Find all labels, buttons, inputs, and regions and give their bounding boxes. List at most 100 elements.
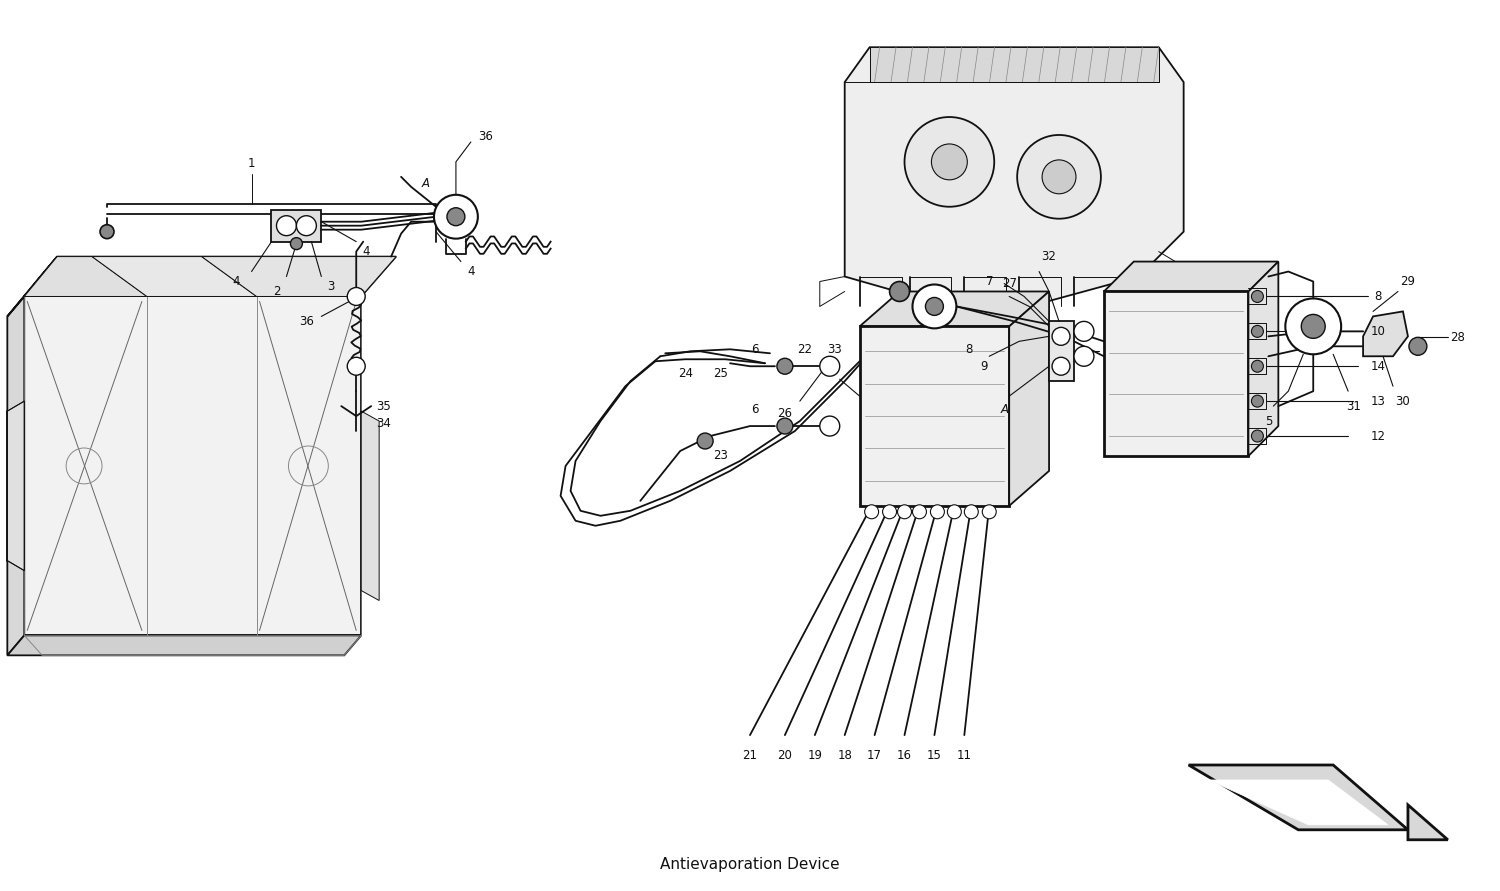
Text: 25: 25: [712, 367, 728, 380]
Text: 11: 11: [957, 748, 972, 762]
Circle shape: [291, 238, 303, 249]
Circle shape: [1251, 290, 1263, 302]
Text: 35: 35: [376, 400, 390, 413]
Text: A: A: [422, 177, 430, 191]
Polygon shape: [1188, 765, 1408, 830]
Circle shape: [1302, 315, 1324, 339]
Text: 20: 20: [777, 748, 792, 762]
Text: 6: 6: [752, 343, 759, 356]
Text: 5: 5: [1264, 414, 1272, 428]
Circle shape: [1286, 298, 1341, 355]
Circle shape: [297, 216, 316, 235]
Circle shape: [904, 117, 995, 207]
Circle shape: [1042, 159, 1076, 193]
Circle shape: [1074, 347, 1094, 366]
Circle shape: [276, 216, 297, 235]
Polygon shape: [859, 291, 1048, 326]
Circle shape: [1017, 135, 1101, 218]
Polygon shape: [1104, 262, 1278, 291]
Circle shape: [447, 208, 465, 225]
Polygon shape: [272, 209, 321, 241]
Text: 8: 8: [1374, 290, 1382, 303]
Text: 27: 27: [1002, 277, 1017, 290]
Polygon shape: [8, 635, 362, 656]
Polygon shape: [1364, 312, 1408, 356]
Circle shape: [890, 282, 909, 301]
Polygon shape: [1408, 805, 1448, 839]
Polygon shape: [870, 47, 1158, 82]
Text: 28: 28: [1450, 331, 1466, 344]
Circle shape: [1251, 325, 1263, 338]
Circle shape: [926, 298, 944, 315]
Polygon shape: [844, 47, 1184, 307]
Text: 23: 23: [712, 449, 728, 462]
Polygon shape: [201, 257, 396, 297]
Text: 3: 3: [327, 280, 334, 293]
Circle shape: [1408, 338, 1426, 356]
Polygon shape: [24, 257, 147, 297]
Text: 6: 6: [752, 403, 759, 415]
Circle shape: [982, 505, 996, 519]
Text: 30: 30: [1395, 395, 1410, 408]
Circle shape: [100, 225, 114, 239]
Text: 7: 7: [986, 275, 993, 288]
Text: 36: 36: [298, 315, 314, 328]
Text: 9: 9: [981, 360, 988, 372]
Text: 10: 10: [1371, 325, 1386, 338]
Circle shape: [1251, 360, 1263, 372]
Polygon shape: [1209, 780, 1388, 825]
Text: 32: 32: [1041, 250, 1056, 263]
Polygon shape: [1104, 291, 1248, 456]
Text: 1: 1: [248, 158, 255, 170]
Circle shape: [433, 195, 478, 239]
Polygon shape: [8, 257, 57, 316]
Circle shape: [948, 505, 962, 519]
Text: 2: 2: [273, 285, 280, 298]
Text: 15: 15: [927, 748, 942, 762]
Polygon shape: [362, 411, 380, 601]
Text: Antievaporation Device: Antievaporation Device: [660, 857, 840, 872]
Circle shape: [930, 505, 945, 519]
Text: 29: 29: [1401, 275, 1416, 288]
Circle shape: [897, 505, 912, 519]
Text: 14: 14: [1371, 360, 1386, 372]
Polygon shape: [8, 401, 24, 570]
Text: 4: 4: [363, 245, 370, 258]
Text: 16: 16: [897, 748, 912, 762]
Circle shape: [348, 288, 364, 306]
Polygon shape: [92, 257, 256, 297]
Text: 22: 22: [798, 343, 813, 356]
Circle shape: [1251, 430, 1263, 442]
Text: A: A: [1000, 403, 1008, 415]
Text: 33: 33: [828, 343, 842, 356]
Text: 21: 21: [742, 748, 758, 762]
Text: 13: 13: [1371, 395, 1386, 408]
Text: 12: 12: [1371, 429, 1386, 443]
Circle shape: [348, 357, 364, 375]
Circle shape: [932, 144, 968, 180]
Circle shape: [1074, 322, 1094, 341]
Text: 18: 18: [837, 748, 852, 762]
Polygon shape: [1010, 291, 1048, 506]
Polygon shape: [24, 297, 361, 635]
Text: 34: 34: [375, 417, 390, 429]
Circle shape: [777, 418, 794, 434]
Circle shape: [777, 358, 794, 374]
Circle shape: [821, 356, 840, 376]
Circle shape: [882, 505, 897, 519]
Polygon shape: [24, 257, 396, 297]
Text: 36: 36: [478, 130, 494, 143]
Polygon shape: [1048, 322, 1074, 381]
Circle shape: [821, 416, 840, 436]
Text: 26: 26: [777, 406, 792, 420]
Circle shape: [912, 505, 927, 519]
Text: 4: 4: [466, 265, 474, 278]
Polygon shape: [1248, 262, 1278, 456]
Circle shape: [864, 505, 879, 519]
Circle shape: [964, 505, 978, 519]
Polygon shape: [859, 326, 1010, 506]
Circle shape: [1251, 395, 1263, 407]
Text: 24: 24: [678, 367, 693, 380]
Polygon shape: [8, 297, 24, 656]
Text: 19: 19: [807, 748, 822, 762]
